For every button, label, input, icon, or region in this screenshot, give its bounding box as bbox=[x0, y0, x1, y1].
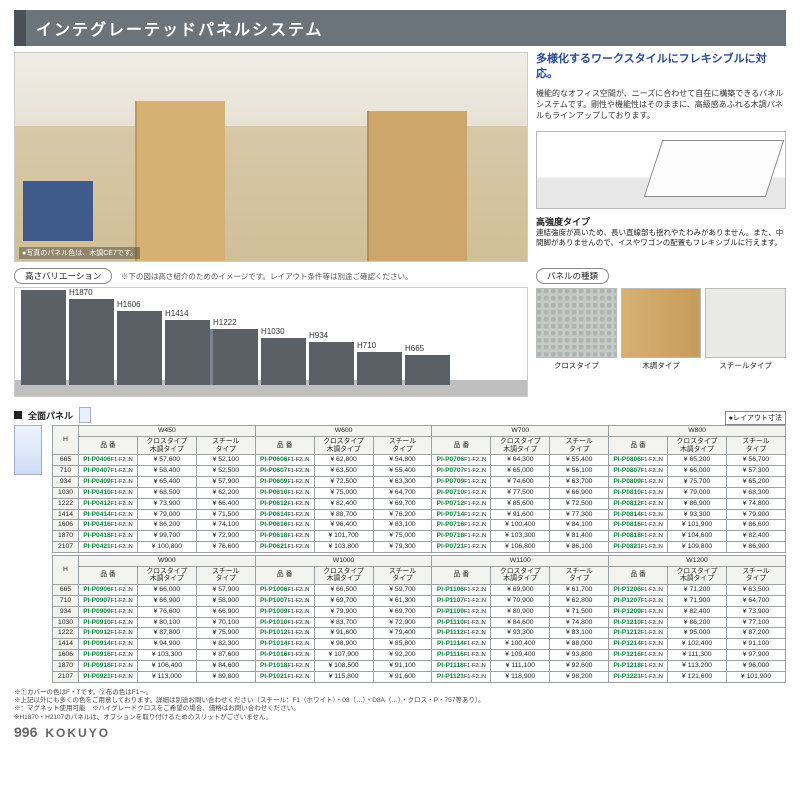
height-label: H2107 bbox=[21, 287, 45, 288]
height-label: H1414 bbox=[165, 309, 189, 318]
title-bar: インテグレーテッドパネルシステム bbox=[14, 10, 786, 46]
height-note: ※下の図は高さ紹介のためのイメージです。レイアウト条件等は別途ご確認ください。 bbox=[121, 272, 413, 281]
section-label: 全面パネル bbox=[28, 409, 73, 422]
height-label: H1030 bbox=[261, 327, 285, 336]
layout-note: ●レイアウト寸法 bbox=[725, 411, 786, 425]
height-variation-title: 高さバリエーション bbox=[14, 268, 112, 284]
panel-kind-label: 木調タイプ bbox=[642, 361, 680, 370]
height-stairs-diagram: H2107 H1870 H1606 H1414 H1222 H1030 H934 H710 H6… bbox=[14, 287, 528, 397]
height-label: H1222 bbox=[213, 318, 237, 327]
swatch-steel bbox=[705, 288, 786, 358]
strength-diagram bbox=[536, 131, 786, 209]
strength-text: 連結強度が高いため、長い直線部も揺れやたわみがありません。また、中間脚がありませ… bbox=[536, 228, 786, 248]
title-accent bbox=[14, 10, 26, 46]
page-number: 996 bbox=[14, 724, 37, 740]
height-label: H710 bbox=[357, 341, 376, 350]
hero-photo: ●写真のパネル色は、木調CE7です。 bbox=[14, 52, 528, 262]
brand-logo: KOKUYO bbox=[45, 726, 110, 740]
description: 機能的なオフィス空間が、ニーズに合わせて自在に構築できるパネルシステムです。剛性… bbox=[536, 88, 786, 122]
strength-label: 高強度タイプ bbox=[536, 215, 786, 228]
panel-type-title: パネルの種類 bbox=[536, 268, 609, 284]
panel-kind-label: スチールタイプ bbox=[719, 361, 772, 370]
panel-thumbnail bbox=[14, 425, 42, 475]
footnotes: ※①カバーの色はF・Tです。②布の色はF1～。※上記以外にも多くの色をご用意して… bbox=[14, 689, 786, 723]
photo-caption: ●写真のパネル色は、木調CE7です。 bbox=[19, 247, 140, 259]
height-label: H1870 bbox=[69, 288, 93, 297]
height-label: H1606 bbox=[117, 300, 141, 309]
page-title: インテグレーテッドパネルシステム bbox=[26, 10, 786, 46]
price-table-a: HW450W600W700W800品 番クロスタイプ木調タイプスチールタイプ品 … bbox=[52, 425, 786, 553]
height-label: H934 bbox=[309, 331, 328, 340]
headline: 多様化するワークスタイルにフレキシブルに対応。 bbox=[536, 52, 786, 82]
panel-kinds: クロスタイプ 木調タイプ スチールタイプ bbox=[536, 288, 786, 371]
panel-icon bbox=[79, 407, 91, 423]
price-table-b: HW900W1000W1100W1200品 番クロスタイプ木調タイプスチールタイ… bbox=[52, 555, 786, 683]
panel-kind-label: クロスタイプ bbox=[554, 361, 599, 370]
swatch-cloth bbox=[536, 288, 617, 358]
height-label: H665 bbox=[405, 344, 424, 353]
swatch-wood bbox=[621, 288, 702, 358]
section-title: 全面パネル bbox=[14, 407, 91, 423]
